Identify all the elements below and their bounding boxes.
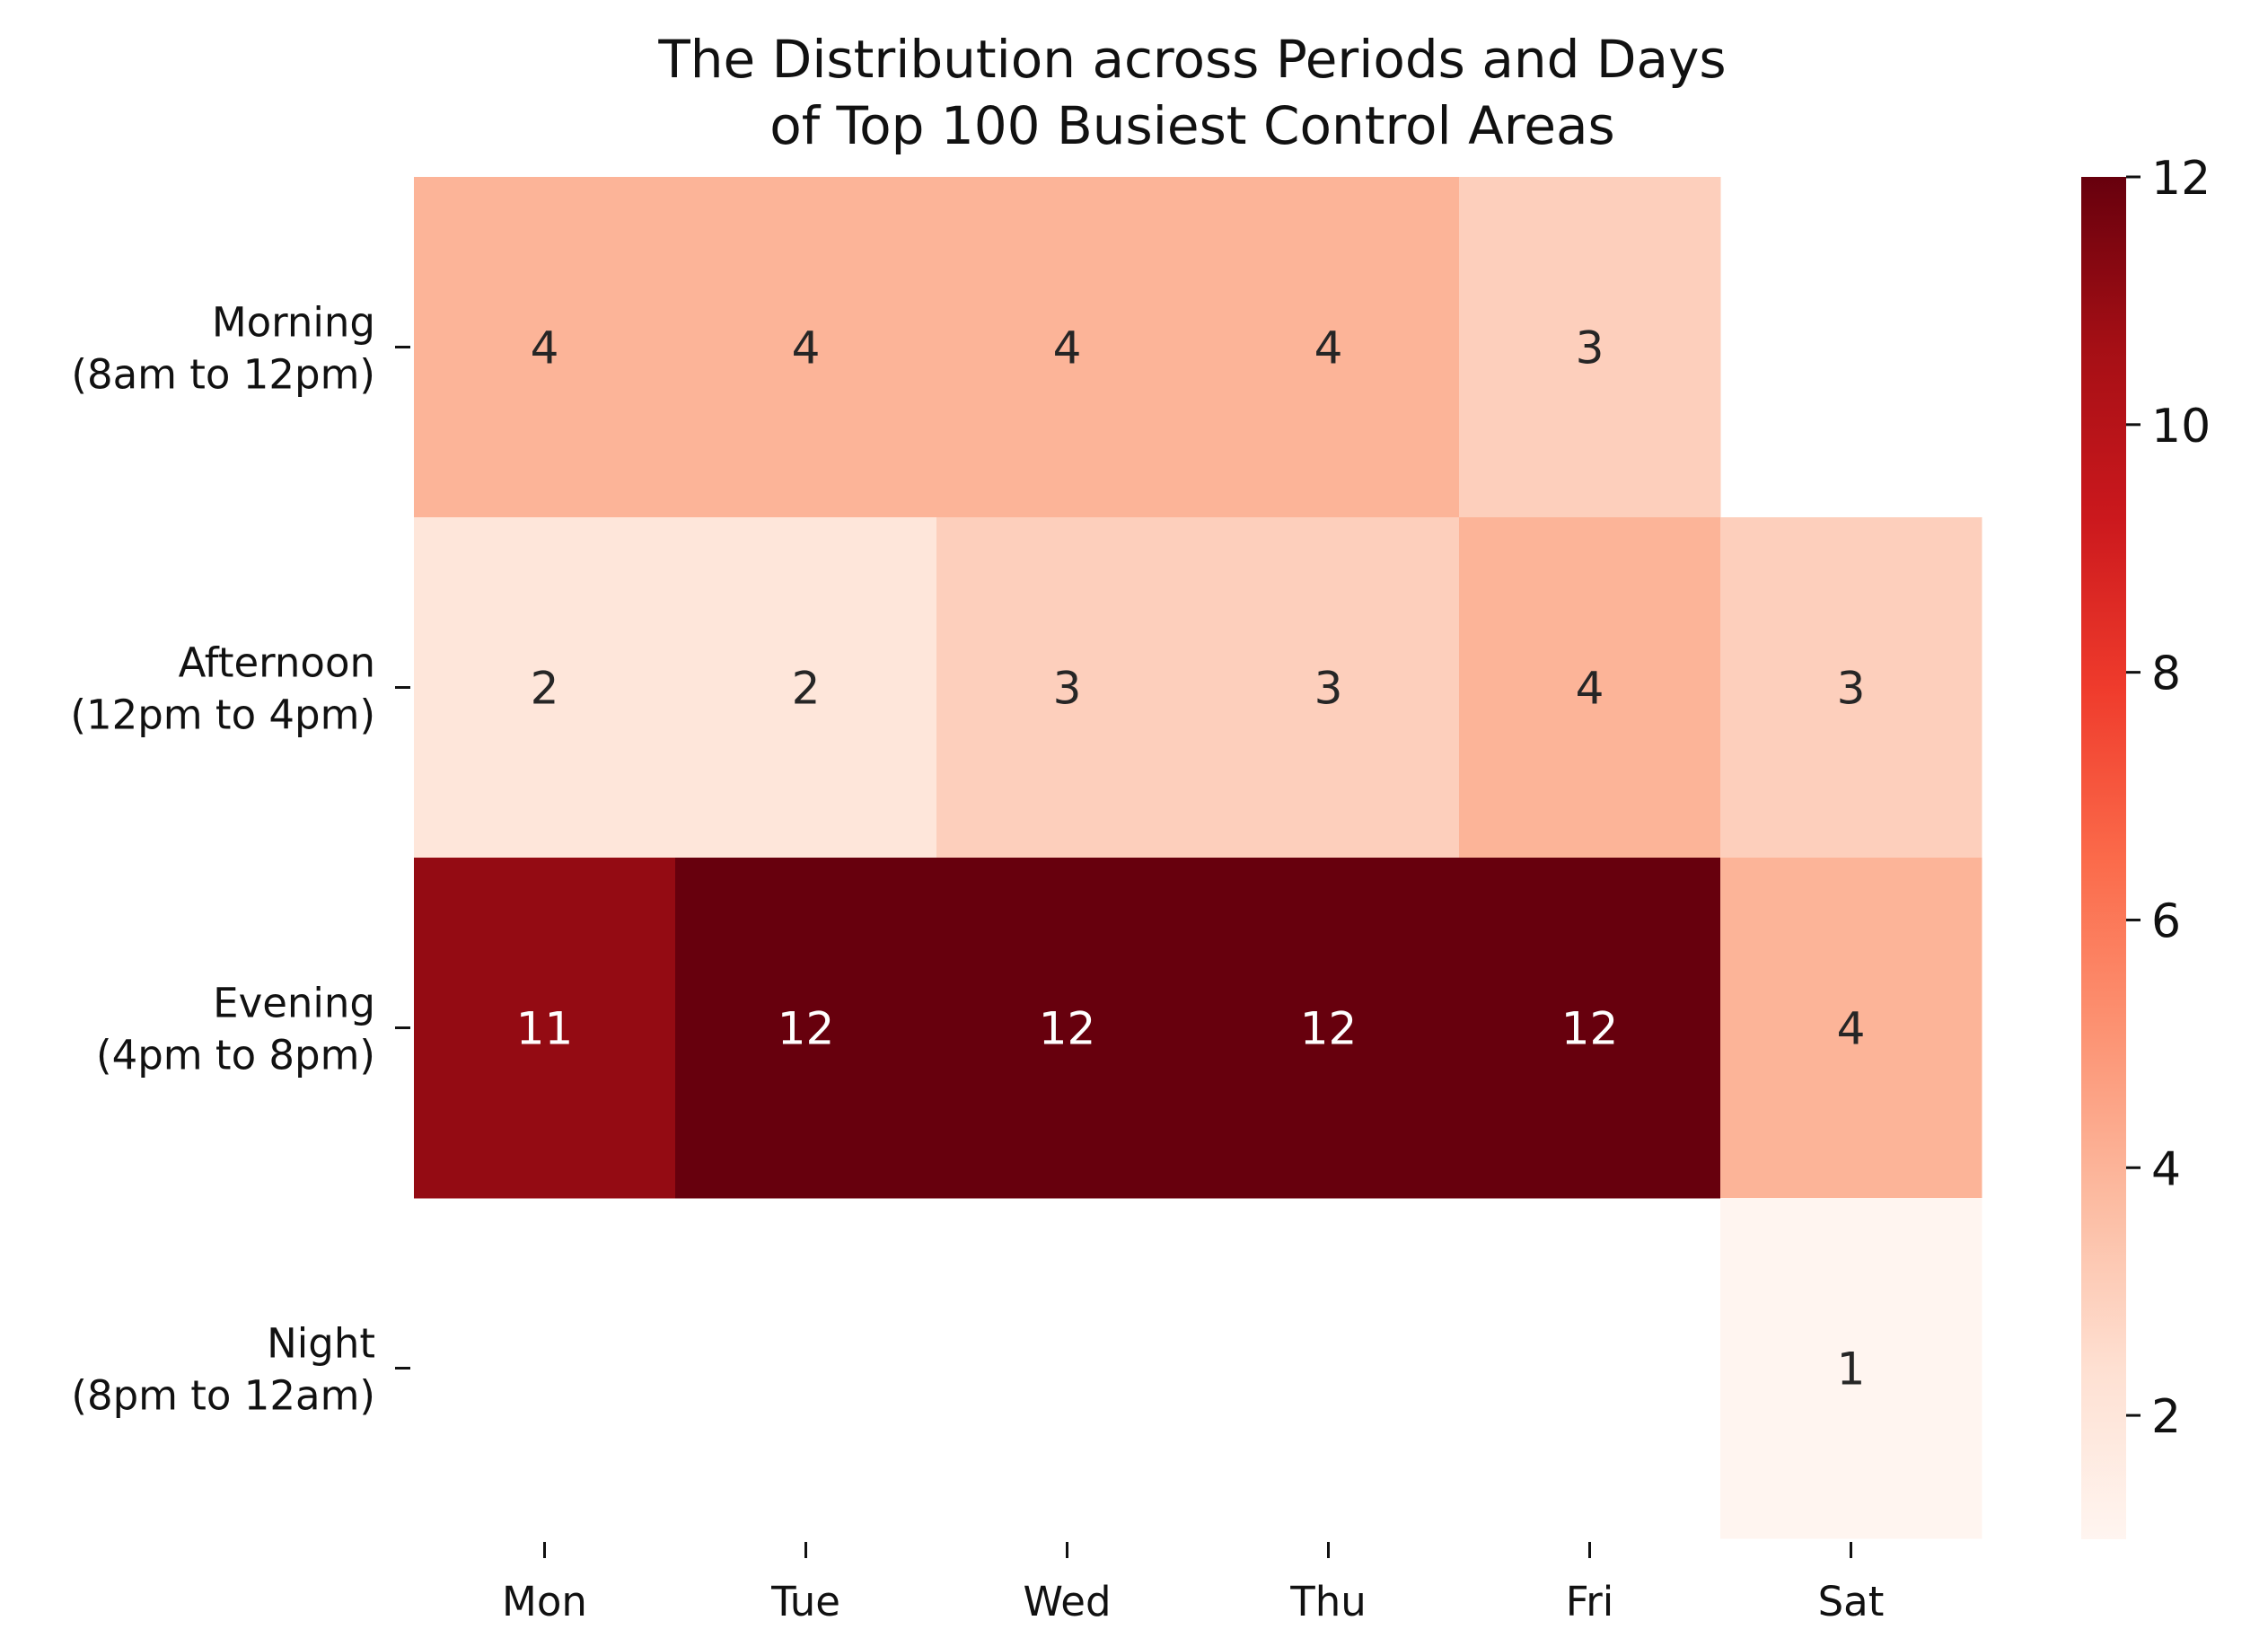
cell-value-label: 12 [1039,1003,1096,1055]
heatmap-cell [936,517,1199,859]
heatmap-cell [1720,1198,1982,1539]
cell-value-label: 4 [1053,322,1082,374]
heatmap-cell [1720,517,1982,859]
x-tick-label: Mon [502,1578,587,1625]
cell-value-label: 4 [1837,1003,1866,1055]
heatmap-cell [675,517,937,859]
colorbar: 2 4 6 8 10 12 [2081,152,2211,1539]
cell-value-label: 3 [1576,322,1604,374]
cell-value-label: 3 [1837,663,1866,715]
heatmap-cell [414,177,676,518]
x-tick-label: Sat [1818,1578,1885,1625]
heatmap-cell [675,177,937,518]
cell-value-label: 3 [1314,663,1343,715]
cell-value-label: 12 [778,1003,835,1055]
colorbar-tick-label: 10 [2151,400,2211,454]
colorbar-tick-label: 2 [2151,1390,2181,1444]
colorbar-tick-label: 6 [2151,894,2181,948]
y-tick-label: Evening [213,980,375,1027]
cell-value-label: 1 [1837,1343,1866,1396]
y-axis: Morning(8am to 12pm) Afternoon(12pm to 4p… [70,299,410,1420]
y-tick-label: Morning [212,299,375,347]
colorbar-gradient [2081,177,2126,1539]
colorbar-ticks: 2 4 6 8 10 12 [2126,152,2211,1444]
heatmap-cell [936,177,1199,518]
colorbar-tick-label: 12 [2151,152,2211,206]
cell-value-label: 12 [1300,1003,1358,1055]
cell-value-label: 12 [1561,1003,1619,1055]
cell-value-label: 2 [531,663,559,715]
heatmap-cell [1198,177,1460,518]
heatmap-cell [414,858,676,1199]
chart-title-line-2: of Top 100 Busiest Control Areas [769,95,1615,156]
y-tick-label: Afternoon [179,639,375,687]
x-tick-label: Tue [770,1578,840,1625]
heatmap-cell [936,858,1199,1199]
heatmap-cell [1459,858,1721,1199]
x-tick-label: Fri [1566,1578,1614,1625]
cell-value-label: 3 [1053,663,1082,715]
cell-value-label: 4 [531,322,559,374]
y-tick-label: (8am to 12pm) [71,351,375,399]
cell-value-label: 11 [516,1003,574,1055]
y-tick-label: (4pm to 8pm) [96,1032,375,1079]
heatmap-cell [414,517,676,859]
chart-title-line-1: The Distribution across Periods and Days [657,29,1726,90]
colorbar-tick-label: 8 [2151,647,2181,701]
heatmap-cells: 4 4 4 4 3 2 2 3 3 4 3 11 12 12 12 12 4 1 [414,177,1982,1539]
cell-value-label: 4 [1314,322,1343,374]
heatmap-cell [1459,517,1721,859]
heatmap-cell [1198,517,1460,859]
colorbar-tick-label: 4 [2151,1142,2181,1196]
heatmap-cell [675,858,937,1199]
y-tick-label: Night [267,1320,375,1368]
heatmap-cell [1720,858,1982,1199]
x-tick-label: Wed [1023,1578,1111,1625]
chart-title: The Distribution across Periods and Days… [657,29,1726,156]
heatmap-cell [1459,177,1721,518]
y-tick-label: (8pm to 12am) [71,1372,375,1420]
heatmap-cell [1198,858,1460,1199]
cell-value-label: 4 [792,322,821,374]
x-tick-label: Thu [1289,1578,1367,1625]
y-tick-label: (12pm to 4pm) [70,691,375,739]
cell-value-label: 4 [1576,663,1604,715]
cell-value-label: 2 [792,663,821,715]
x-axis: Mon Tue Wed Thu Fri Sat [502,1542,1884,1625]
